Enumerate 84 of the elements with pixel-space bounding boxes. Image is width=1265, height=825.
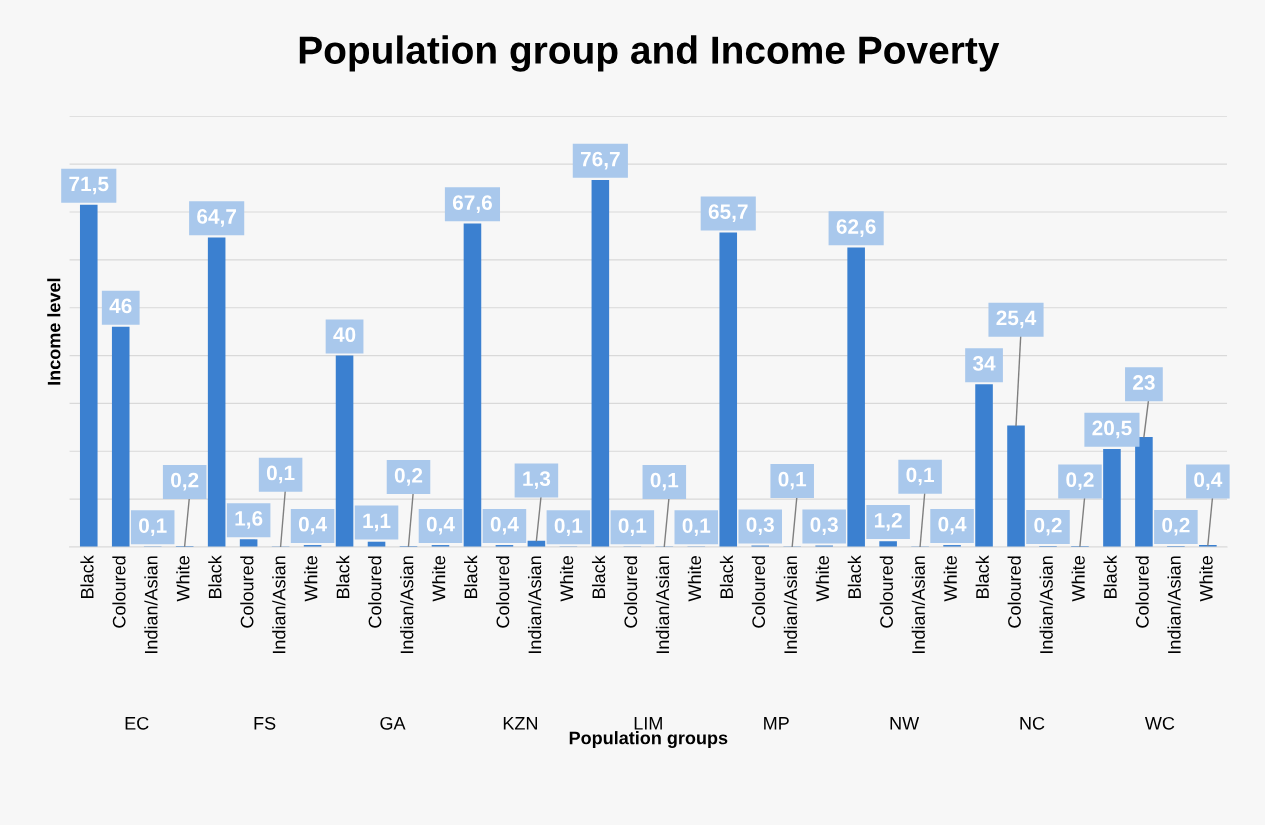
- x-tick-label: Indian/Asian: [272, 556, 286, 654]
- x-tick-label: Black: [80, 555, 94, 598]
- data-label: 0,4: [298, 516, 327, 535]
- data-label: 0,1: [618, 518, 647, 536]
- x-tick-label: Indian/Asian: [144, 556, 158, 654]
- x-tick-label: Black: [847, 555, 861, 598]
- data-label: 20,5: [1092, 420, 1132, 439]
- data-label: 0,1: [906, 467, 934, 486]
- x-tick-label: Black: [719, 555, 734, 598]
- x-tick-label: Coloured: [1135, 556, 1149, 628]
- data-label: 1,1: [363, 513, 391, 532]
- x-tick-label: White: [432, 556, 446, 602]
- data-label: 1,3: [523, 471, 551, 490]
- x-tick-label: Coloured: [623, 556, 638, 628]
- text: KZN: [503, 717, 537, 730]
- x-tick-label: Black: [591, 555, 606, 598]
- x-tick-label: White: [1199, 556, 1213, 602]
- data-label: 40: [333, 327, 356, 343]
- x-tick-label: Coloured: [368, 556, 382, 628]
- data-label: 34: [972, 355, 996, 371]
- text: MP: [764, 717, 789, 730]
- data-label: 67,6: [452, 195, 492, 213]
- text: EC: [125, 716, 149, 730]
- text: LIM: [634, 717, 662, 730]
- text: GA: [380, 716, 406, 730]
- data-label: 0,4: [490, 516, 519, 535]
- x-tick-label: Indian/Asian: [655, 556, 670, 654]
- data-label: 1,2: [874, 512, 902, 531]
- data-label: 0,4: [1194, 472, 1223, 491]
- x-tick-label: Black: [336, 555, 350, 598]
- x-tick-label: Black: [208, 555, 222, 598]
- data-label: 0,2: [171, 472, 199, 491]
- text: FS: [254, 716, 276, 730]
- data-label: 0,4: [938, 516, 967, 535]
- x-tick-label: Coloured: [1007, 556, 1021, 628]
- x-tick-label: Coloured: [751, 556, 766, 628]
- data-label: 0,2: [1066, 472, 1094, 491]
- data-label: 1,6: [235, 511, 263, 529]
- x-tick-label: White: [815, 556, 830, 602]
- data-label: 0,2: [1034, 517, 1062, 536]
- data-label: 0,4: [426, 516, 455, 535]
- data-label: 71,5: [69, 176, 109, 195]
- data-label: 25,4: [996, 310, 1037, 329]
- x-axis-title: Population groups: [569, 731, 728, 748]
- data-label: 46: [109, 298, 132, 314]
- x-tick-label: Indian/Asian: [400, 556, 414, 654]
- x-tick-label: Black: [975, 555, 989, 598]
- data-label: 23: [1133, 375, 1155, 390]
- text: WC: [1144, 716, 1175, 730]
- data-label: 0,2: [1162, 517, 1190, 536]
- y-axis-title: Income level: [47, 278, 61, 385]
- x-tick-label: White: [559, 556, 574, 602]
- x-tick-label: White: [687, 556, 702, 602]
- x-tick-label: White: [176, 556, 190, 602]
- data-label: 62,6: [836, 219, 876, 237]
- data-label: 0,1: [650, 472, 679, 491]
- data-label: 0,3: [746, 517, 774, 536]
- x-tick-label: Coloured: [879, 556, 893, 628]
- data-label: 0,1: [554, 518, 583, 536]
- x-tick-label: Indian/Asian: [911, 556, 925, 654]
- data-label: 0,1: [778, 471, 807, 490]
- chart-title: Population group and Income Poverty: [299, 35, 1000, 72]
- x-tick-label: Coloured: [496, 556, 510, 628]
- x-tick-label: Coloured: [240, 556, 254, 628]
- data-label: 65,7: [708, 204, 748, 223]
- x-tick-label: Indian/Asian: [1039, 556, 1053, 654]
- data-label: 0,3: [810, 517, 838, 536]
- x-tick-label: Indian/Asian: [783, 556, 798, 654]
- x-tick-label: Indian/Asian: [527, 556, 542, 654]
- x-tick-label: White: [943, 556, 957, 602]
- x-tick-label: White: [1071, 556, 1085, 602]
- x-tick-label: Black: [464, 555, 478, 598]
- data-label: 0,1: [266, 465, 295, 484]
- x-tick-label: White: [304, 556, 318, 602]
- data-label: 0,1: [139, 518, 167, 536]
- text: NW: [890, 717, 920, 730]
- data-label: 0,1: [682, 518, 711, 536]
- data-label: 76,7: [580, 151, 620, 170]
- x-tick-label: Black: [1103, 555, 1117, 598]
- text: NC: [1020, 716, 1045, 730]
- data-label: 64,7: [197, 209, 237, 227]
- x-tick-label: Coloured: [112, 556, 126, 628]
- x-tick-label: Indian/Asian: [1167, 556, 1181, 654]
- data-label: 0,2: [394, 467, 423, 486]
